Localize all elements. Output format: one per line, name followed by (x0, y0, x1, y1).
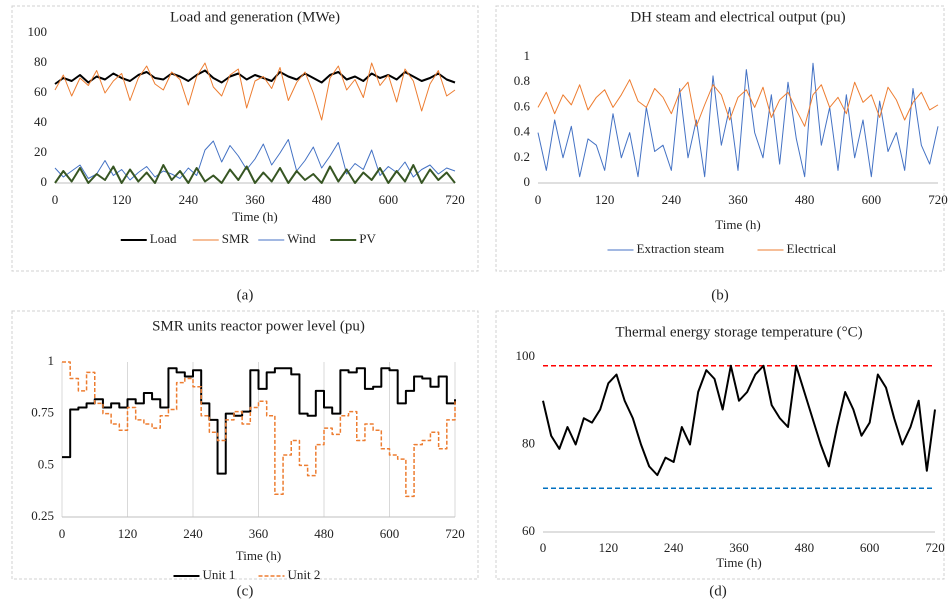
x-tick-label: 120 (112, 192, 132, 207)
series-line (542, 364, 936, 477)
x-tick-label: 600 (379, 192, 399, 207)
series-line (54, 139, 456, 181)
series-line (54, 164, 456, 184)
x-tick-label: 120 (118, 526, 138, 541)
x-tick-label: 720 (925, 540, 945, 555)
y-tick-label: 100 (516, 348, 536, 363)
x-axis-label: Time (h) (715, 217, 760, 232)
legend-label: SMR (222, 231, 250, 246)
legend-label: Extraction steam (637, 241, 725, 256)
chart-title: DH steam and electrical output (pu) (630, 9, 845, 25)
caption: (d) (709, 583, 727, 599)
x-tick-label: 240 (179, 192, 199, 207)
x-tick-label: 600 (860, 540, 880, 555)
chart-title: Thermal energy storage temperature (°C) (615, 324, 862, 340)
caption: (a) (237, 287, 254, 303)
x-tick-label: 120 (595, 192, 615, 207)
y-tick-label: 0.25 (31, 508, 54, 523)
y-tick-label: 0.4 (514, 124, 531, 139)
x-tick-label: 120 (599, 540, 619, 555)
y-tick-label: 1 (48, 353, 55, 368)
x-axis-label: Time (h) (716, 555, 761, 570)
x-tick-label: 720 (445, 526, 465, 541)
x-tick-label: 360 (245, 192, 265, 207)
series-line (54, 62, 456, 121)
y-tick-label: 40 (34, 114, 47, 129)
legend-label: Electrical (787, 241, 837, 256)
x-tick-label: 720 (445, 192, 465, 207)
series-line (62, 367, 456, 475)
x-tick-label: 720 (928, 192, 948, 207)
panel-frame (11, 5, 479, 272)
x-tick-label: 480 (314, 526, 334, 541)
x-tick-label: 600 (380, 526, 400, 541)
y-tick-label: 0 (41, 174, 48, 189)
panel-frame (11, 310, 479, 580)
y-tick-label: 80 (522, 435, 535, 450)
panel-frame (495, 5, 945, 272)
series-line (62, 361, 456, 498)
y-tick-label: 80 (34, 54, 47, 69)
x-tick-label: 480 (312, 192, 332, 207)
x-tick-label: 240 (664, 540, 684, 555)
x-tick-label: 360 (728, 192, 748, 207)
y-tick-label: 100 (28, 24, 48, 39)
x-tick-label: 600 (862, 192, 882, 207)
y-tick-label: 60 (522, 523, 535, 538)
caption: (c) (237, 583, 254, 599)
series-line (537, 79, 939, 127)
x-tick-label: 240 (183, 526, 203, 541)
legend-label: PV (359, 231, 376, 246)
y-tick-label: 0.5 (38, 456, 54, 471)
legend-label: Wind (287, 231, 316, 246)
x-tick-label: 0 (59, 526, 66, 541)
y-tick-label: 0 (524, 174, 531, 189)
y-tick-label: 20 (34, 144, 47, 159)
chart-title: SMR units reactor power level (pu) (152, 318, 365, 334)
chart-title: Load and generation (MWe) (170, 9, 340, 25)
x-axis-label: Time (h) (236, 548, 281, 563)
legend-label: Unit 1 (203, 567, 236, 582)
legend-label: Load (150, 231, 177, 246)
x-tick-label: 480 (795, 192, 815, 207)
y-tick-label: 0.75 (31, 405, 54, 420)
x-tick-label: 480 (795, 540, 815, 555)
x-tick-label: 360 (729, 540, 749, 555)
x-tick-label: 360 (249, 526, 269, 541)
x-tick-label: 0 (535, 192, 542, 207)
x-axis-label: Time (h) (232, 209, 277, 224)
caption: (b) (711, 287, 729, 303)
x-tick-label: 0 (540, 540, 547, 555)
legend-label: Unit 2 (288, 567, 321, 582)
y-tick-label: 1 (524, 48, 531, 63)
y-tick-label: 60 (34, 84, 47, 99)
x-tick-label: 0 (52, 192, 59, 207)
panel-frame (495, 310, 945, 580)
y-tick-label: 0.8 (514, 73, 530, 88)
y-tick-label: 0.6 (514, 98, 531, 113)
series-line (537, 62, 939, 178)
y-tick-label: 0.2 (514, 149, 530, 164)
x-tick-label: 240 (662, 192, 682, 207)
